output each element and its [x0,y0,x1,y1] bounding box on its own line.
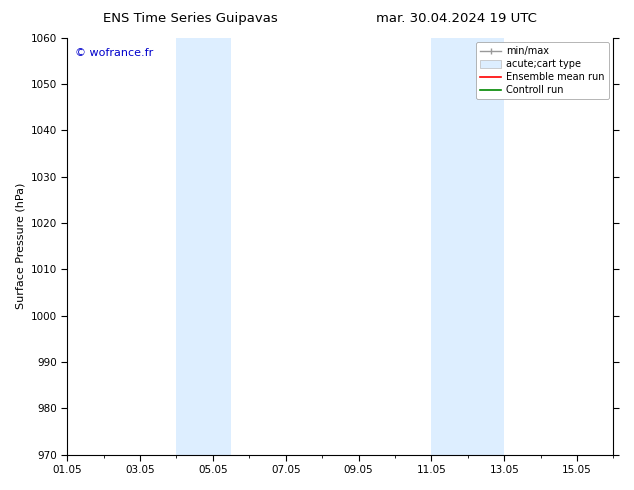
Legend: min/max, acute;cart type, Ensemble mean run, Controll run: min/max, acute;cart type, Ensemble mean … [476,43,609,99]
Text: © wofrance.fr: © wofrance.fr [75,48,153,58]
Text: mar. 30.04.2024 19 UTC: mar. 30.04.2024 19 UTC [376,12,537,25]
Text: ENS Time Series Guipavas: ENS Time Series Guipavas [103,12,278,25]
Bar [431,38,504,455]
Y-axis label: Surface Pressure (hPa): Surface Pressure (hPa) [15,183,25,309]
Bar [176,38,231,455]
